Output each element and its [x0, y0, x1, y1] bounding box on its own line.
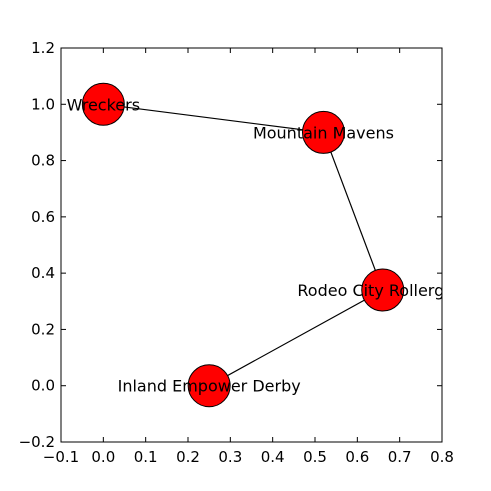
node-label: Rodeo City Rollergirls: [297, 281, 468, 300]
node-label: Wreckers: [67, 95, 140, 114]
node-point: [187, 364, 231, 408]
node-point: [361, 268, 405, 312]
x-tick-label: 0.8: [430, 448, 454, 466]
edge: [322, 132, 384, 291]
edge: [103, 103, 324, 134]
node-label: Inland Empower Derby: [118, 377, 301, 396]
y-tick-label: 0.0: [31, 377, 55, 395]
edges: [103, 103, 384, 387]
x-tick-label: 0.4: [261, 448, 285, 466]
node-label: Mountain Mavens: [253, 123, 394, 142]
x-tick-label: 0.2: [176, 448, 200, 466]
y-tick-label: 0.4: [31, 264, 55, 282]
plot-frame: [60, 47, 443, 443]
y-tick-label: 1.0: [31, 95, 55, 113]
edge: [208, 289, 384, 387]
y-tick-label: 0.2: [31, 320, 55, 338]
y-tick-label: −0.2: [19, 433, 55, 451]
plot-area: Wreckers Mountain Mavens Rodeo City Roller…: [67, 82, 468, 408]
nodes: [81, 82, 405, 408]
x-tick-label: 0.1: [134, 448, 158, 466]
x-tick-label: 0.7: [388, 448, 412, 466]
x-tick-label: −0.1: [43, 448, 79, 466]
x-tick-label: 0.0: [91, 448, 115, 466]
y-tick-label: 0.6: [31, 208, 55, 226]
node-point: [81, 82, 125, 126]
node-point: [301, 110, 345, 154]
x-tick-label: 0.5: [303, 448, 327, 466]
x-tick-label: 0.3: [218, 448, 242, 466]
y-tick-label: 0.8: [31, 152, 55, 170]
axes: −0.1 0.0 0.1 0.2 0.3 0.4 0.5 0.6 0.7 0.8 −0.2 0.0 0.…: [19, 39, 454, 466]
x-tick-label: 0.6: [345, 448, 369, 466]
y-tick-label: 1.2: [31, 39, 55, 57]
node-labels: Wreckers Mountain Mavens Rodeo City Roller…: [67, 95, 468, 396]
